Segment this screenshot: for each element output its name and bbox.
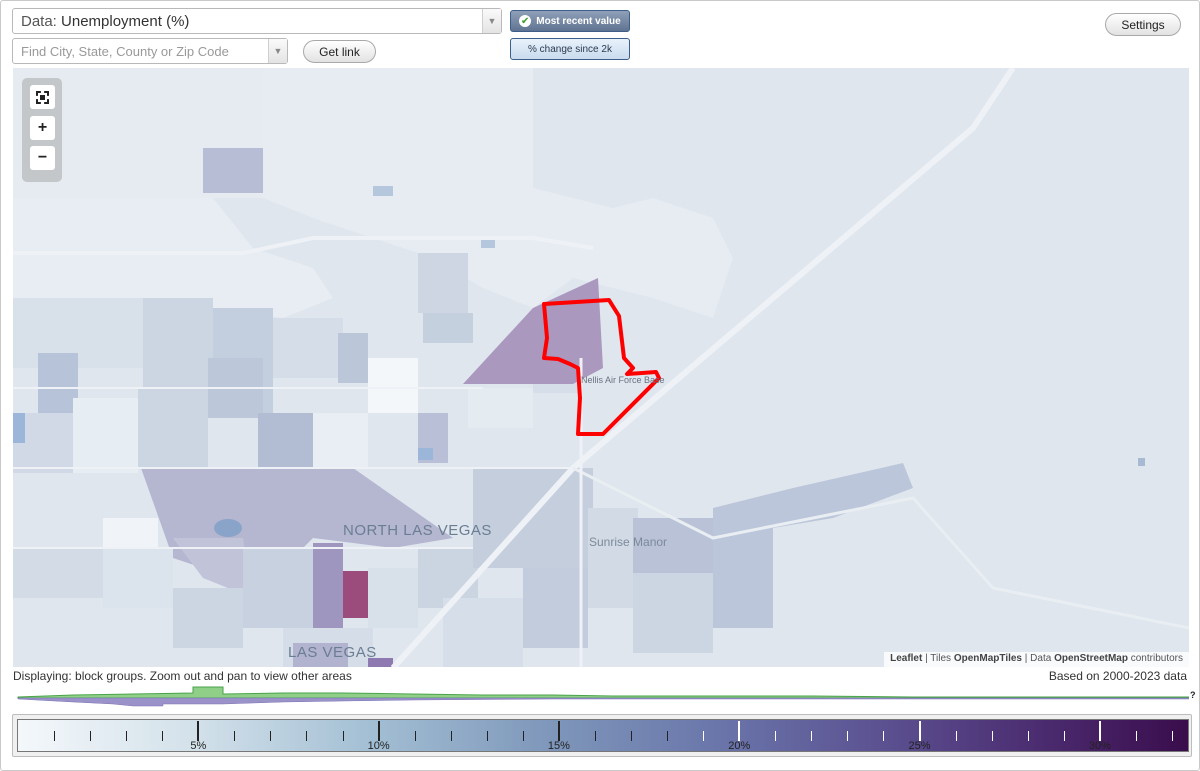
map-tiles — [13, 68, 1189, 667]
legend-minor-tick — [1063, 731, 1065, 741]
legend-minor-tick — [90, 731, 92, 741]
legend-minor-tick — [631, 731, 633, 741]
sunrise-manor-label: Sunrise Manor — [589, 535, 668, 549]
legend-gradient: 5% 10% 15% 20% 25% 30% — [17, 719, 1189, 752]
legend-minor-tick — [883, 731, 885, 741]
legend-minor-tick — [306, 731, 308, 741]
legend-minor-tick — [270, 731, 272, 741]
legend-major-tick — [1098, 721, 1101, 741]
display-status: Displaying: block groups. Zoom out and p… — [13, 669, 352, 683]
legend-minor-tick — [342, 731, 344, 741]
fullscreen-button[interactable] — [30, 85, 55, 109]
fullscreen-icon — [36, 90, 49, 104]
legend-minor-tick — [811, 731, 813, 741]
legend-minor-tick — [414, 731, 416, 741]
most-recent-value-label: Most recent value — [536, 15, 621, 27]
legend-minor-tick — [1027, 731, 1029, 741]
most-recent-value-toggle[interactable]: ✔ Most recent value — [510, 10, 630, 32]
las-vegas-label: LAS VEGAS — [288, 644, 377, 661]
legend-minor-tick — [667, 731, 669, 741]
legend-minor-tick — [450, 731, 452, 741]
north-las-vegas-label: NORTH LAS VEGAS — [343, 522, 492, 539]
legend-minor-tick — [522, 731, 524, 741]
histogram-lower — [17, 697, 1189, 707]
zoom-in-button[interactable]: + — [30, 116, 55, 140]
color-legend: 5% 10% 15% 20% 25% 30% — [12, 714, 1192, 757]
chevron-down-icon[interactable]: ▼ — [482, 9, 501, 33]
tiles-link[interactable]: OpenMapTiles — [953, 653, 1022, 664]
legend-minor-tick — [1171, 731, 1173, 741]
distribution-histogram — [17, 686, 1189, 707]
zoom-out-button[interactable]: − — [30, 146, 55, 170]
map-attribution: Leaflet | Tiles OpenMapTiles | Data Open… — [884, 652, 1189, 667]
osm-link[interactable]: OpenStreetMap — [1054, 653, 1128, 664]
legend-minor-tick — [126, 731, 128, 741]
legend-tick-label: 5% — [190, 740, 207, 752]
data-select[interactable]: Data: Unemployment (%) ▼ — [12, 8, 502, 34]
legend-tick-label: 25% — [908, 740, 931, 752]
legend-minor-tick — [1135, 731, 1137, 741]
percent-change-label: % change since 2k — [528, 43, 612, 55]
search-input[interactable] — [21, 43, 261, 60]
checkmark-icon: ✔ — [519, 15, 532, 27]
settings-button[interactable]: Settings — [1105, 13, 1181, 36]
legend-minor-tick — [234, 731, 236, 741]
legend-minor-tick — [991, 731, 993, 741]
location-search[interactable]: ▼ — [12, 38, 288, 64]
legend-minor-tick — [775, 731, 777, 741]
legend-minor-tick — [955, 731, 957, 741]
legend-minor-tick — [54, 731, 56, 741]
leaflet-link[interactable]: Leaflet — [890, 653, 923, 664]
legend-tick-label: 20% — [728, 740, 751, 752]
attribution-text: | Data — [1022, 653, 1055, 664]
get-link-button[interactable]: Get link — [303, 40, 376, 63]
legend-tick-label: 10% — [367, 740, 390, 752]
legend-major-tick — [197, 721, 200, 741]
legend-minor-tick — [486, 731, 488, 741]
chevron-down-icon[interactable]: ▼ — [268, 39, 287, 63]
legend-major-tick — [918, 721, 921, 741]
percent-change-toggle[interactable]: % change since 2k — [510, 38, 630, 60]
nellis-afb-label: Nellis Air Force Base — [581, 375, 665, 385]
help-icon[interactable]: ? — [1190, 690, 1196, 700]
map-view[interactable]: NORTH LAS VEGAS Sunrise Manor LAS VEGAS … — [13, 68, 1189, 667]
legend-minor-tick — [162, 731, 164, 741]
zoom-controls: + − — [22, 78, 62, 182]
legend-major-tick — [557, 721, 560, 741]
legend-tick-label: 15% — [547, 740, 570, 752]
legend-major-tick — [377, 721, 380, 741]
legend-minor-tick — [703, 731, 705, 741]
legend-minor-tick — [594, 731, 596, 741]
data-range-note: Based on 2000-2023 data — [1048, 669, 1187, 683]
attribution-text: | Tiles — [922, 653, 954, 664]
legend-tick-label: 30% — [1088, 740, 1111, 752]
attribution-text: contributors — [1127, 653, 1183, 664]
legend-major-tick — [738, 721, 741, 741]
legend-minor-tick — [847, 731, 849, 741]
data-select-label: Data: Unemployment (%) — [21, 13, 190, 30]
histogram-upper — [17, 686, 1189, 699]
